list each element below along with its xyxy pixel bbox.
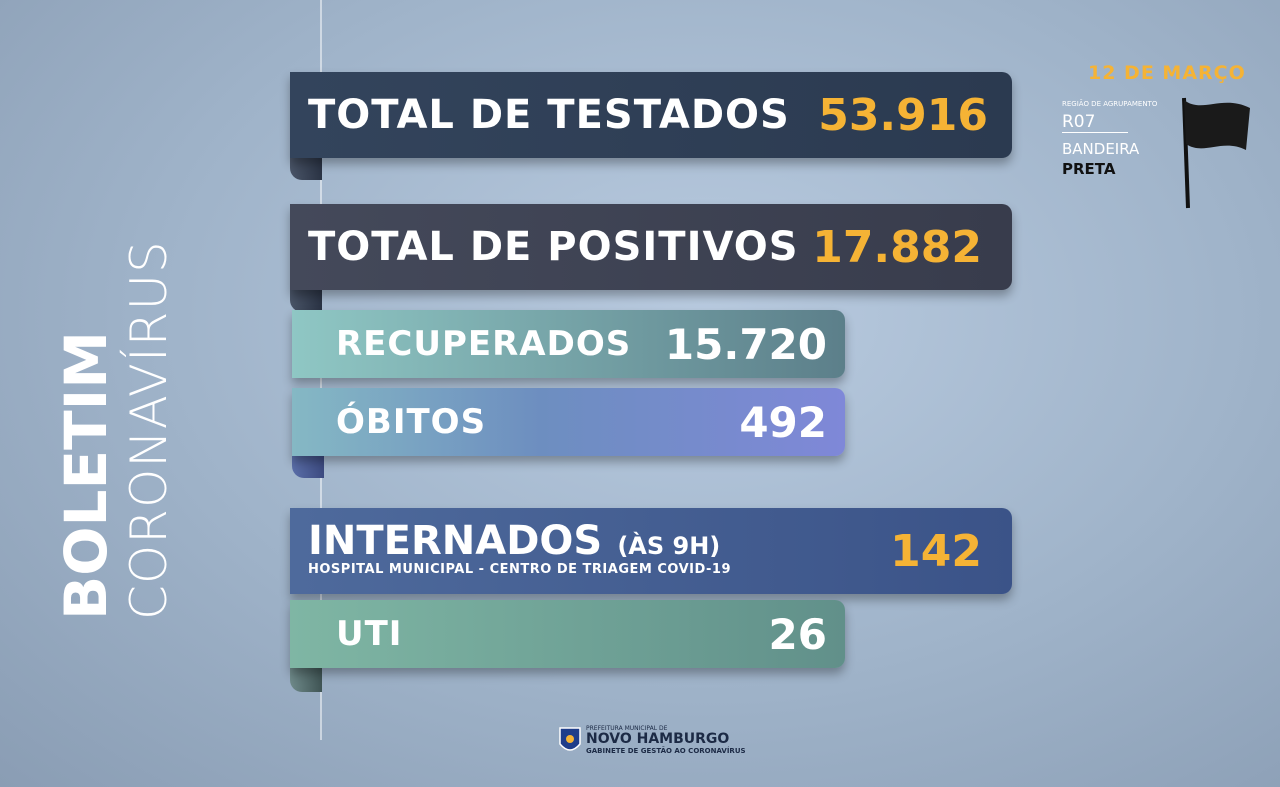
footer-line: PREFEITURA MUNICIPAL DE bbox=[586, 725, 668, 732]
date: 12 DE MARÇO bbox=[1088, 62, 1246, 84]
flag-name: PRETA bbox=[1062, 160, 1116, 178]
row-bar: INTERNADOS (ÀS 9H) HOSPITAL MUNICIPAL - … bbox=[290, 508, 1012, 594]
row-bar: UTI 26 bbox=[290, 600, 845, 668]
row-label: INTERNADOS bbox=[308, 517, 603, 564]
row-value: 17.882 bbox=[812, 221, 982, 273]
row-label: UTI bbox=[336, 614, 403, 654]
region-label: REGIÃO DE AGRUPAMENTO bbox=[1062, 100, 1158, 108]
row-label: RECUPERADOS bbox=[336, 324, 632, 364]
row-text: INTERNADOS (ÀS 9H) HOSPITAL MUNICIPAL - … bbox=[308, 518, 731, 577]
footer: PREFEITURA MUNICIPAL DE NOVO HAMBURGO GA… bbox=[586, 725, 746, 755]
flag-icon bbox=[1182, 97, 1250, 209]
region-code: R07 bbox=[1062, 112, 1128, 133]
row-bar: TOTAL DE POSITIVOS 17.882 bbox=[290, 204, 1012, 290]
row-note: (ÀS 9H) bbox=[617, 531, 721, 560]
row-bar: TOTAL DE TESTADOS 53.916 bbox=[290, 72, 1012, 158]
row-value: 492 bbox=[739, 397, 827, 447]
row-bar: RECUPERADOS 15.720 bbox=[292, 310, 845, 378]
row-value: 53.916 bbox=[818, 89, 988, 141]
flag-label: BANDEIRA bbox=[1062, 140, 1140, 158]
row-label: TOTAL DE TESTADOS bbox=[308, 92, 790, 138]
row-label: TOTAL DE POSITIVOS bbox=[308, 224, 799, 270]
side-subtitle: CORONAVÍRUS bbox=[120, 240, 178, 620]
side-title-main: BOLETIM bbox=[52, 331, 120, 620]
row-value: 15.720 bbox=[664, 319, 827, 369]
footer-line: GABINETE DE GESTÃO AO CORONAVÍRUS bbox=[586, 747, 746, 755]
row-value: 142 bbox=[890, 525, 982, 577]
row-sub: HOSPITAL MUNICIPAL - CENTRO DE TRIAGEM C… bbox=[308, 561, 732, 577]
row-bar: ÓBITOS 492 bbox=[292, 388, 845, 456]
logo-shield bbox=[559, 727, 581, 751]
side-title: BOLETIM CORONAVÍRUS bbox=[52, 240, 178, 620]
row-label: ÓBITOS bbox=[336, 402, 487, 442]
footer-line: NOVO HAMBURGO bbox=[586, 731, 730, 747]
row-value: 26 bbox=[768, 609, 827, 659]
